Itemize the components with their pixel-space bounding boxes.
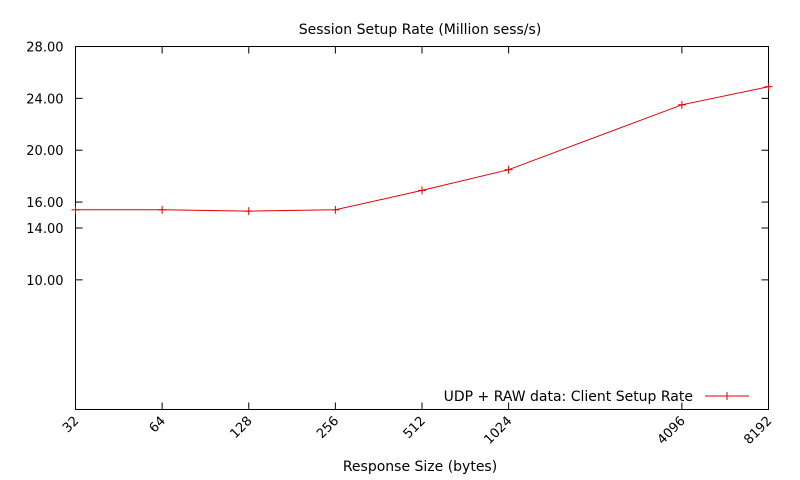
legend-label: UDP + RAW data: Client Setup Rate xyxy=(444,389,693,405)
x-tick-label: 512 xyxy=(401,414,429,442)
data-point xyxy=(677,100,686,109)
y-tick-label: 28.00 xyxy=(26,41,63,56)
x-tick-label: 128 xyxy=(227,414,255,442)
data-point xyxy=(418,186,426,195)
x-tick-label: 4096 xyxy=(655,414,689,448)
y-tick-label: 24.00 xyxy=(26,92,63,107)
y-tick-label: 14.00 xyxy=(26,222,63,237)
chart-title: Session Setup Rate (Million sess/s) xyxy=(299,22,542,38)
data-point xyxy=(331,205,340,214)
series-line xyxy=(75,86,769,212)
x-tick-label: 256 xyxy=(314,414,342,442)
data-point xyxy=(244,207,253,216)
x-axis: 32 64 128 256 512 1024 4096 8192 xyxy=(60,46,775,448)
x-tick-label: 32 xyxy=(60,414,82,436)
plot-frame xyxy=(75,46,769,410)
series-group xyxy=(71,82,773,216)
data-point xyxy=(71,205,80,214)
x-tick-label: 8192 xyxy=(741,414,775,448)
x-tick-label: 64 xyxy=(147,414,169,436)
y-axis: 10.00 14.00 16.00 20.00 24.00 28.00 xyxy=(26,41,769,289)
y-tick-label: 10.00 xyxy=(26,274,63,289)
data-point xyxy=(504,165,513,174)
legend: UDP + RAW data: Client Setup Rate xyxy=(444,389,749,405)
data-point xyxy=(158,205,167,214)
x-tick-label: 1024 xyxy=(481,414,515,448)
y-tick-label: 16.00 xyxy=(26,196,63,211)
y-tick-label: 20.00 xyxy=(26,144,63,159)
data-point xyxy=(764,82,773,91)
x-axis-label: Response Size (bytes) xyxy=(343,459,497,475)
